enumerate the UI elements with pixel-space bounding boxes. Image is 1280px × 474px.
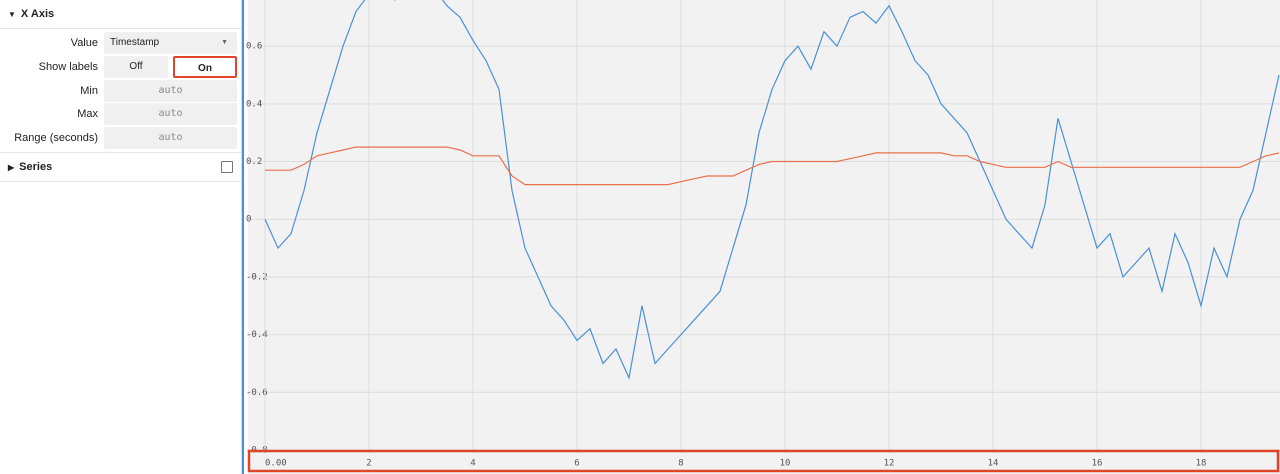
y-tick-label: 0.6 xyxy=(246,42,262,52)
field-label: Max xyxy=(77,108,98,120)
field-row: Show labels Off On xyxy=(0,56,241,78)
x-tick-label: 18 xyxy=(1196,459,1207,469)
y-tick-label: 0 xyxy=(246,215,251,225)
x-tick-label: 0.00 xyxy=(265,459,287,469)
y-tick-label: 0.2 xyxy=(246,157,262,167)
field-row: Max auto xyxy=(0,103,241,125)
x-tick-label: 6 xyxy=(574,459,579,469)
field-label: Show labels xyxy=(38,61,98,73)
x-tick-label: 14 xyxy=(988,459,999,469)
add-series-icon[interactable] xyxy=(221,161,233,173)
y-tick-label: -0.6 xyxy=(246,388,268,398)
input-placeholder: auto xyxy=(158,132,183,143)
y-tick-label: -0.2 xyxy=(246,272,268,282)
dropdown-arrow: ▼ xyxy=(221,39,228,46)
plot-background xyxy=(248,0,1280,474)
series-line xyxy=(265,146,1280,186)
section-header[interactable]: ▼ X Axis xyxy=(0,0,241,29)
x-tick-label: 12 xyxy=(884,459,895,469)
x-tick-label: 8 xyxy=(678,459,683,469)
field-box[interactable]: auto xyxy=(104,127,237,149)
collapse-icon: ▼ xyxy=(8,9,16,19)
x-tick-label: 10 xyxy=(780,459,791,469)
series-line xyxy=(264,0,1280,380)
input-placeholder: auto xyxy=(158,108,183,119)
select-value: Timestamp xyxy=(110,37,160,48)
field-row: Value Timestamp ▼ xyxy=(0,32,241,54)
field-box[interactable]: auto xyxy=(104,103,237,125)
y-tick-label: 0.4 xyxy=(246,99,262,109)
x-tick-label: 4 xyxy=(470,459,475,469)
field-box[interactable]: Timestamp ▼ xyxy=(104,32,237,54)
toggle-option[interactable]: Off xyxy=(104,56,168,78)
y-tick-label: -0.4 xyxy=(246,330,268,340)
highlight-box xyxy=(247,449,1280,473)
section-header[interactable]: ▶ Series xyxy=(0,153,241,182)
x-tick-label: 2 xyxy=(366,459,371,469)
settings-panel: ▼ X Axis Value Timestamp ▼ Show labels Off On Mi… xyxy=(0,0,242,474)
toggle-option[interactable]: On xyxy=(173,56,237,78)
field-label: Value xyxy=(70,37,98,49)
section-title: X Axis xyxy=(20,8,55,20)
section-body: Value Timestamp ▼ Show labels Off On Min auto Ma… xyxy=(0,29,241,153)
field-box[interactable]: Off On xyxy=(104,56,237,78)
field-label: Range (seconds) xyxy=(14,132,98,144)
section-title: Series xyxy=(19,161,53,173)
x-tick-label: 16 xyxy=(1092,459,1103,469)
chart: -0.8-0.6-0.4-0.200.20.40.60.00 2 4 6 8 10 12 14… xyxy=(242,0,1280,474)
input-placeholder: auto xyxy=(158,85,183,96)
expand-icon: ▶ xyxy=(8,162,15,172)
field-row: Range (seconds) auto xyxy=(0,127,241,149)
field-row: Min auto xyxy=(0,80,241,102)
field-box[interactable]: auto xyxy=(104,80,237,102)
field-label: Min xyxy=(80,85,98,97)
